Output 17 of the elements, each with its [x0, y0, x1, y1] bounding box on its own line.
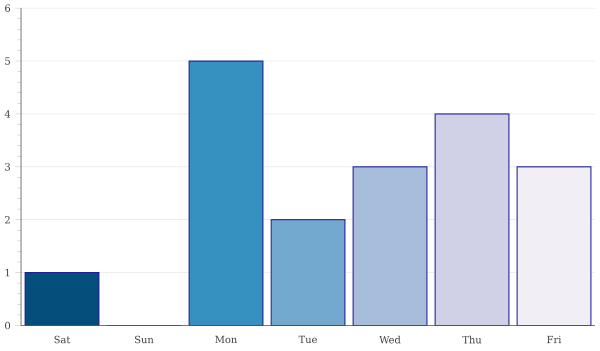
y-tick-label: 6 [5, 4, 10, 12]
y-tick-label: 3 [5, 162, 10, 170]
x-tick-label: Thu [462, 336, 482, 344]
bar [24, 272, 100, 326]
x-tick-label: Wed [379, 336, 401, 344]
x-tick-label: Tue [298, 336, 317, 343]
bar [516, 166, 592, 326]
x-tick-label: Sun [135, 336, 154, 344]
y-tick-label: 2 [5, 216, 10, 224]
y-tick-label: 4 [4, 110, 10, 118]
x-tick-label: Fri [547, 336, 562, 343]
x-tick-label: Mon [215, 336, 238, 343]
x-tick-label: Sat [54, 336, 70, 344]
y-tick-label: 1 [6, 268, 10, 276]
y-tick-label: 5 [5, 57, 10, 65]
y-tick-label: 0 [5, 322, 10, 330]
bar [270, 219, 346, 326]
